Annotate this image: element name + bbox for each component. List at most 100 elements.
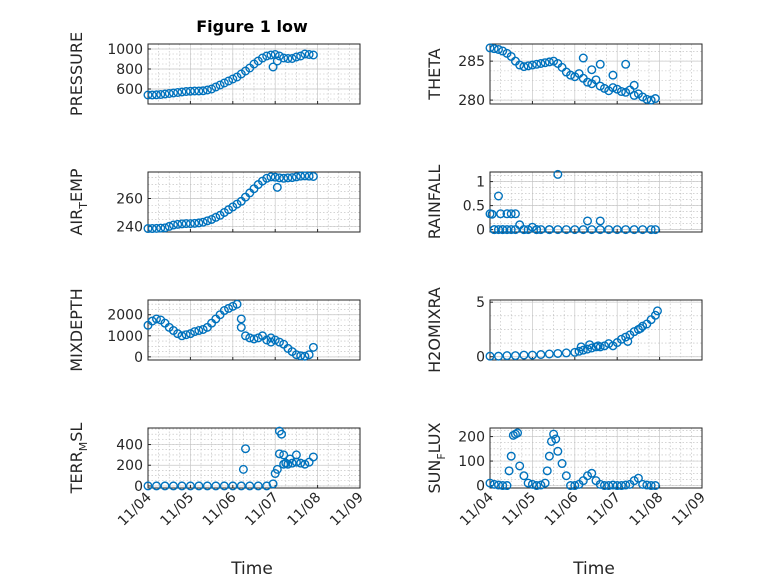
plot-border	[147, 427, 361, 489]
data-point	[151, 314, 161, 324]
panel-terr: 0 200 400 TERRMSL 11/04 11/05 11/06 11/07 11/08 1…	[67, 423, 367, 530]
panel-rainfall: 0 0.5 1 RAINFALL	[425, 165, 703, 240]
data-point	[489, 479, 499, 489]
data-point	[164, 88, 174, 98]
data-point	[266, 337, 276, 347]
data-point	[595, 216, 605, 226]
data-point	[168, 88, 178, 98]
data-point	[257, 53, 267, 63]
data-point	[147, 224, 157, 234]
data-point	[177, 331, 187, 341]
data-point	[612, 225, 622, 235]
x-axis-label-right: Time	[572, 559, 615, 579]
data-point	[224, 303, 234, 313]
data-point	[194, 218, 204, 228]
data-point	[587, 225, 597, 235]
data-point	[646, 225, 656, 235]
data-point	[506, 209, 516, 219]
y-tick-label: 200	[116, 458, 143, 474]
data-point	[190, 327, 200, 337]
data-point	[544, 349, 554, 359]
data-point	[566, 481, 576, 491]
data-point	[532, 59, 542, 69]
data-point	[274, 51, 284, 61]
data-point	[270, 335, 280, 345]
x-tick-label: 11/04	[457, 489, 497, 529]
data-point	[570, 347, 580, 357]
data-point	[553, 348, 563, 358]
x-tick-label: 11/08	[285, 490, 325, 530]
data-point	[173, 219, 183, 229]
y-tick-label: 400	[116, 438, 143, 454]
data-point	[489, 225, 499, 235]
data-point	[308, 50, 318, 60]
data-point	[291, 450, 301, 460]
data-point	[181, 86, 191, 96]
data-point	[224, 76, 234, 86]
data-point	[143, 224, 153, 234]
data-point	[604, 339, 614, 349]
data-point	[650, 225, 660, 235]
data-point	[506, 451, 516, 461]
data-point	[168, 220, 178, 230]
data-point	[262, 51, 272, 61]
panel-sun: 0 100 200 SUNFLUX 11/04 11/05 11/06 11/07 11/08 1…	[425, 422, 709, 529]
data-point	[557, 459, 567, 469]
data-point	[245, 333, 255, 343]
data-point	[570, 225, 580, 235]
data-point	[285, 454, 295, 464]
data-point	[493, 351, 503, 361]
y-tick-label: 0	[476, 479, 485, 495]
y-axis-label: SUNFLUX	[425, 422, 448, 493]
plot-border	[489, 43, 703, 105]
y-tick-label: 260	[116, 192, 143, 208]
data-point	[173, 87, 183, 97]
data-point	[595, 59, 605, 69]
y-tick-label: 0	[134, 479, 143, 495]
data-point	[283, 54, 293, 64]
y-axis-label: RAINFALL	[425, 165, 444, 240]
data-point	[300, 351, 310, 361]
data-point	[506, 225, 516, 235]
y-axis-label: AIRTEMP	[67, 168, 90, 235]
x-tick-label: 11/08	[627, 490, 667, 530]
data-point	[198, 86, 208, 96]
y-tick-label: 200	[458, 430, 485, 446]
data-point	[185, 86, 195, 96]
data-point	[519, 471, 529, 481]
y-axis-label: THETA	[425, 48, 444, 100]
data-point	[266, 172, 276, 182]
data-point	[493, 44, 503, 54]
data-point	[513, 428, 523, 438]
data-point	[650, 310, 660, 320]
x-tick-label: 11/05	[157, 490, 197, 530]
data-point	[228, 301, 238, 311]
data-point	[616, 481, 626, 491]
data-point	[612, 481, 622, 491]
y-axis-label: MIXDEPTH	[67, 288, 86, 371]
data-point	[578, 53, 588, 63]
data-point	[228, 481, 238, 491]
data-point	[650, 481, 660, 491]
data-point	[542, 466, 552, 476]
data-point	[540, 58, 550, 68]
data-point	[274, 173, 284, 183]
data-point	[553, 225, 563, 235]
data-point	[608, 480, 618, 490]
data-point	[156, 89, 166, 99]
y-tick-label: 1000	[107, 329, 143, 345]
plot-border	[489, 171, 703, 233]
plot-frame	[147, 171, 361, 233]
data-point	[638, 321, 648, 331]
data-point	[642, 94, 652, 104]
data-point	[621, 480, 631, 490]
data-point	[272, 464, 282, 474]
data-point	[253, 333, 263, 343]
data-point	[287, 173, 297, 183]
x-tick-label: 11/06	[542, 489, 582, 529]
data-point	[296, 51, 306, 61]
y-tick-label: 2000	[107, 308, 143, 324]
figure-title: Figure 1 low	[196, 17, 308, 36]
panel-air: 240 260 AIRTEMP	[67, 168, 361, 236]
data-point	[621, 225, 631, 235]
